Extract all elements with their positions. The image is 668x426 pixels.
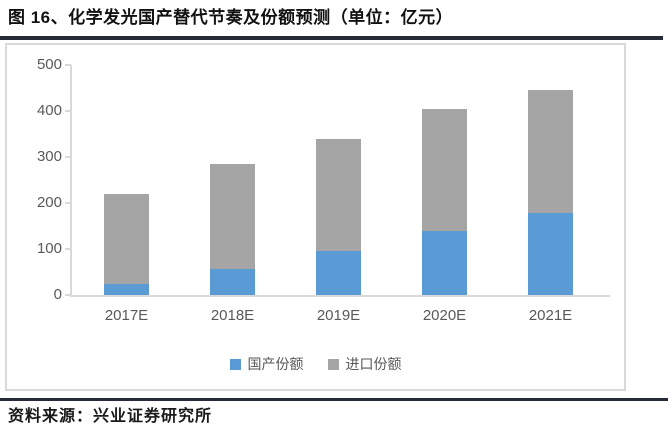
plot-area: 0 100 200 300 400 500 2017E 2018E 2019E 2020E 2021… — [37, 56, 610, 324]
bar-segment-import-2020E — [422, 108, 467, 231]
legend-item: 国产份额 — [229, 354, 304, 374]
legend-swatch-icon — [229, 358, 241, 370]
y-axis-tick-label: 100 — [36, 240, 62, 257]
y-axis-tick-label: 400 — [36, 102, 62, 119]
x-axis-label-2020E: 2020E — [422, 307, 467, 324]
chart-legend: 国产份额 进口份额 — [7, 354, 624, 374]
bar-segment-domestic-2018E — [210, 268, 255, 295]
y-axis-tick-mark — [65, 294, 71, 296]
legend-swatch-icon — [327, 358, 339, 370]
y-axis-tick-mark — [65, 248, 71, 250]
bar-segment-domestic-2021E — [528, 213, 573, 295]
bar-segment-domestic-2017E — [104, 283, 149, 295]
legend-label: 进口份额 — [345, 356, 402, 372]
bar-segment-domestic-2020E — [422, 230, 467, 295]
x-axis-label-2021E: 2021E — [528, 307, 573, 324]
y-axis-tick-label: 300 — [36, 148, 62, 165]
title-divider-rule — [0, 36, 663, 40]
y-axis-tick-mark — [65, 110, 71, 112]
x-axis-label-2018E: 2018E — [210, 307, 255, 324]
y-axis-tick-label: 500 — [36, 56, 62, 73]
source-note: 资料来源：兴业证券研究所 — [8, 408, 213, 425]
bar-segment-import-2018E — [210, 163, 255, 269]
legend-item: 进口份额 — [327, 354, 402, 374]
x-axis-label-2017E: 2017E — [104, 307, 149, 324]
bar-segment-import-2017E — [104, 193, 149, 284]
legend-label: 国产份额 — [247, 356, 304, 372]
y-axis-tick-label: 0 — [53, 286, 62, 303]
chart-frame: 0 100 200 300 400 500 2017E 2018E 2019E 2020E 2021… — [5, 43, 626, 391]
y-axis-tick-label: 200 — [36, 194, 62, 211]
y-axis-tick-mark — [65, 156, 71, 158]
x-axis-label-2019E: 2019E — [316, 307, 361, 324]
footer-divider-rule — [0, 398, 668, 401]
bar-segment-import-2019E — [316, 138, 361, 252]
y-axis-tick-mark — [65, 202, 71, 204]
bar-segment-import-2021E — [528, 90, 573, 214]
figure-title: 图 16、化学发光国产替代节奏及份额预测（单位：亿元） — [8, 8, 454, 27]
y-axis-tick-mark — [65, 64, 71, 66]
bar-segment-domestic-2019E — [316, 251, 361, 295]
